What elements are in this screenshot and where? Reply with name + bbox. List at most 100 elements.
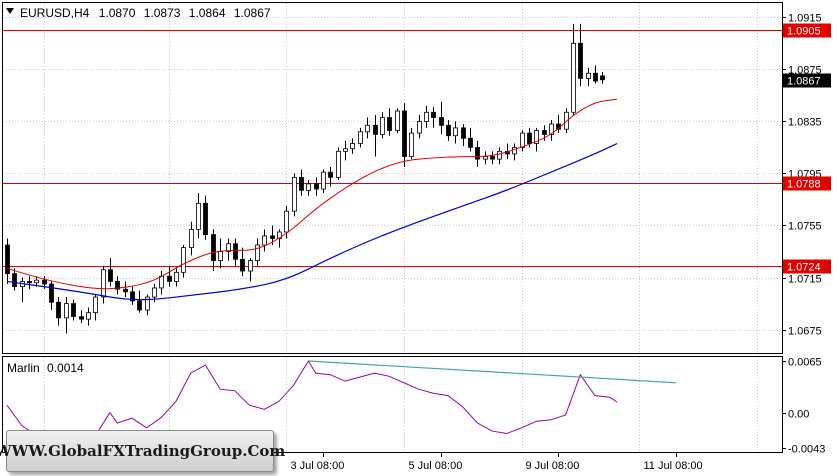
- candle-body: [159, 275, 164, 289]
- candle: [189, 221, 194, 256]
- candle-body: [5, 244, 10, 275]
- candle: [108, 258, 113, 287]
- candle-body: [549, 123, 554, 135]
- candle: [387, 108, 392, 136]
- candle: [556, 114, 561, 134]
- candle-body: [123, 288, 128, 293]
- indicator-tick-label: 0.0065: [788, 357, 822, 369]
- candle: [446, 120, 451, 141]
- candle: [181, 245, 186, 278]
- candle: [520, 130, 525, 152]
- candle-body: [402, 110, 407, 157]
- candle-body: [299, 176, 304, 191]
- candle-body: [446, 124, 451, 137]
- candle: [145, 294, 150, 316]
- trendline: [308, 360, 676, 384]
- level-label: 1.0724: [787, 262, 821, 274]
- candle: [380, 112, 385, 139]
- candle-body: [115, 281, 120, 290]
- candle-body: [453, 127, 458, 137]
- indicator-axis: 0.0065 0.00 -0.0043: [782, 357, 825, 456]
- candle: [233, 238, 238, 266]
- candle-body: [483, 156, 488, 160]
- indicator-tick-label: 0.00: [788, 409, 809, 421]
- candle-body: [248, 260, 253, 272]
- candle: [101, 265, 106, 304]
- current-price-label: 1.0867: [787, 76, 821, 88]
- candle-body: [321, 171, 326, 190]
- price-tick-label: 1.0915: [788, 13, 822, 25]
- candle-body: [328, 171, 333, 178]
- candle-body: [130, 291, 135, 302]
- candle-body: [373, 124, 378, 135]
- candle-body: [431, 111, 436, 118]
- ma-fast-line: [6, 98, 618, 290]
- price-tick-label: 1.0755: [788, 221, 822, 233]
- candle-body: [306, 183, 311, 191]
- candle: [203, 195, 208, 240]
- candle-body: [49, 283, 54, 303]
- candle: [321, 169, 326, 193]
- candle: [159, 271, 164, 295]
- candle: [56, 297, 61, 326]
- candle: [417, 114, 422, 139]
- candle: [123, 281, 128, 298]
- open-price: 1.0870: [99, 6, 136, 20]
- indicator-frame: [2, 356, 783, 453]
- candle-body: [101, 269, 106, 298]
- candle-body: [27, 281, 32, 284]
- candle: [86, 307, 91, 326]
- candle: [196, 192, 201, 239]
- candle-body: [520, 132, 525, 148]
- candle: [79, 310, 84, 324]
- candle: [409, 127, 414, 160]
- close-price: 1.0867: [234, 6, 271, 20]
- candle-body: [350, 143, 355, 150]
- candle-body: [270, 235, 275, 239]
- candle-body: [145, 296, 150, 311]
- candle: [549, 120, 554, 141]
- chart-header: EURUSD,H4 1.0870 1.0873 1.0864 1.0867: [20, 6, 271, 20]
- candle-body: [34, 279, 39, 284]
- candle-body: [71, 303, 76, 317]
- candle: [64, 297, 69, 334]
- price-axis: 1.09151.08751.08351.07951.07551.07151.06…: [782, 13, 822, 338]
- candle: [343, 140, 348, 161]
- candle-body: [475, 147, 480, 160]
- candle-body: [255, 244, 260, 262]
- candle-body: [211, 234, 216, 262]
- candle: [593, 65, 598, 84]
- marlin-indicator: [6, 360, 676, 439]
- candle: [571, 23, 576, 115]
- candle-body: [571, 42, 576, 113]
- candle-body: [226, 243, 231, 252]
- candle: [395, 108, 400, 134]
- candle: [402, 103, 407, 167]
- ma-slow-line: [6, 142, 618, 301]
- candle: [424, 105, 429, 128]
- candle: [365, 117, 370, 139]
- candle-body: [380, 117, 385, 135]
- watermark-text: WWW.GlobalFXTradingGroup.Com: [0, 442, 286, 460]
- dropdown-triangle-icon[interactable]: [6, 8, 14, 14]
- candle: [71, 299, 76, 321]
- candle-body: [189, 228, 194, 249]
- candle-body: [358, 131, 363, 144]
- candle-body: [233, 243, 238, 260]
- candle: [336, 147, 341, 180]
- candle-body: [417, 121, 422, 134]
- candle: [248, 258, 253, 282]
- candles: [5, 23, 605, 334]
- horizontal-levels[interactable]: [3, 30, 782, 267]
- candle-body: [468, 137, 473, 148]
- price-tick-label: 1.0715: [788, 274, 822, 286]
- candle-body: [240, 258, 245, 272]
- candle: [130, 286, 135, 305]
- candle-body: [542, 130, 547, 135]
- candle: [578, 23, 583, 87]
- candle-body: [292, 176, 297, 212]
- candle-body: [424, 111, 429, 122]
- candle: [93, 294, 98, 321]
- candle: [497, 147, 502, 165]
